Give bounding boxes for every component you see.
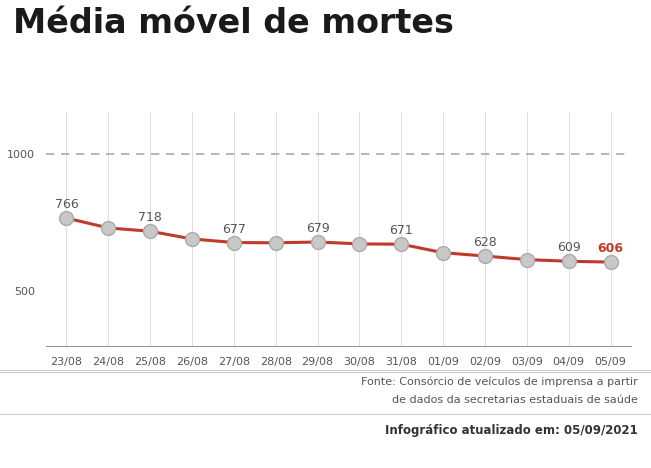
- Text: 679: 679: [306, 222, 329, 235]
- Text: 606: 606: [598, 242, 624, 255]
- Text: de dados da secretarias estaduais de saúde: de dados da secretarias estaduais de saú…: [392, 395, 638, 405]
- Text: 677: 677: [222, 223, 246, 236]
- Text: Fonte: Consórcio de veículos de imprensa a partir: Fonte: Consórcio de veículos de imprensa…: [361, 377, 638, 387]
- Text: 671: 671: [389, 224, 413, 237]
- Text: Infográfico atualizado em: 05/09/2021: Infográfico atualizado em: 05/09/2021: [385, 424, 638, 437]
- Text: 609: 609: [557, 241, 581, 255]
- Text: 718: 718: [138, 212, 162, 224]
- Text: 766: 766: [55, 198, 78, 211]
- Text: Média móvel de mortes: Média móvel de mortes: [13, 7, 454, 40]
- Text: G1: G1: [23, 434, 52, 453]
- Text: 628: 628: [473, 236, 497, 249]
